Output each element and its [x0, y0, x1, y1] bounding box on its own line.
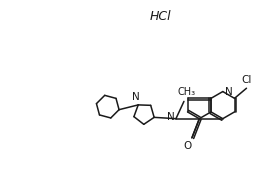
Text: N: N — [225, 87, 233, 97]
Text: O: O — [184, 141, 192, 151]
Text: HCl: HCl — [150, 10, 171, 23]
Text: Cl: Cl — [242, 75, 252, 85]
Text: N: N — [167, 112, 175, 122]
Text: CH₃: CH₃ — [178, 87, 196, 97]
Text: N: N — [132, 92, 140, 102]
